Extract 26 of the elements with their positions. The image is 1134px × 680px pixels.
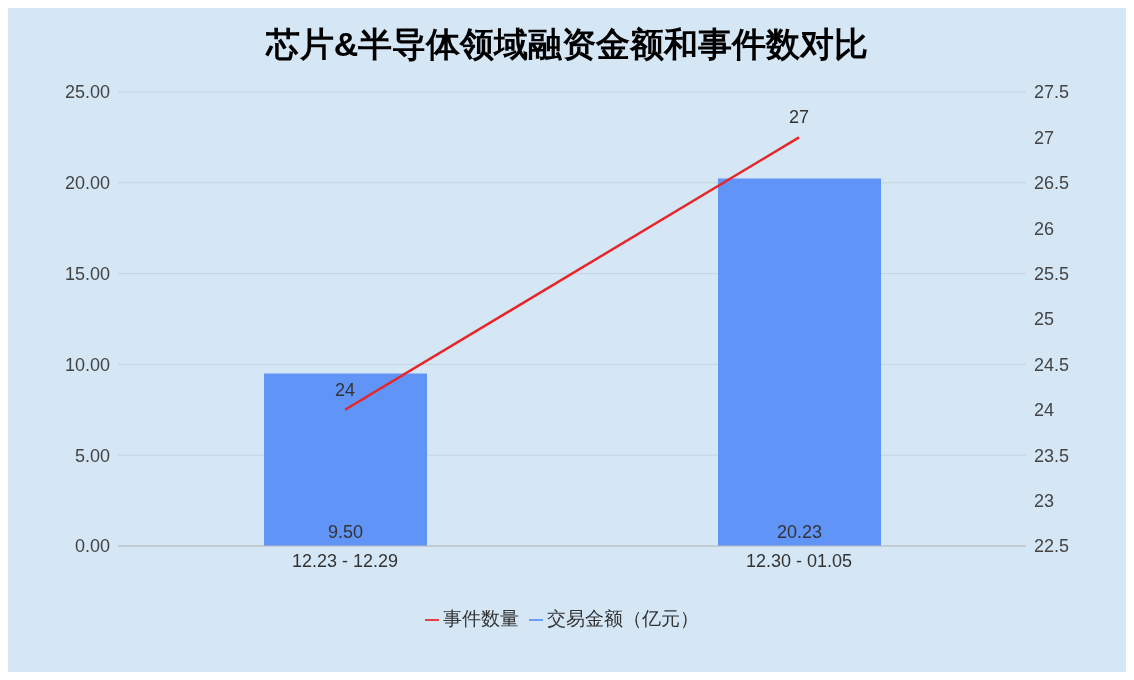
y2-tick-label: 24.5 [1034,354,1070,375]
data-label: 20.23 [776,522,823,542]
y-tick-label: 5.00 [74,445,110,466]
x-tick-label: 12.23 - 12.29 [291,550,399,571]
data-label: 9.50 [327,522,364,542]
y-tick-label: 25.00 [64,82,110,103]
y2-tick-label: 23.5 [1034,445,1070,466]
y-tick-label: 20.00 [64,173,110,194]
y2-tick-label: 24 [1034,400,1055,421]
y-tick-label: 0.00 [74,536,110,557]
y-tick-label: 10.00 [64,354,110,375]
data-label: 27 [788,107,810,128]
chart-title: 芯片&半导体领域融资金额和事件数对比 [264,24,870,65]
y2-tick-label: 26 [1034,218,1055,239]
legend-label: 交易金额（亿元） [547,608,699,629]
y2-tick-label: 25.5 [1034,263,1070,284]
legend-label: 事件数量 [443,608,519,629]
y2-tick-label: 27.5 [1034,82,1070,103]
y2-tick-label: 25 [1034,309,1055,330]
y2-tick-label: 26.5 [1034,173,1070,194]
x-tick-label: 12.30 - 01.05 [745,550,853,571]
y2-tick-label: 23 [1034,490,1055,511]
data-label: 24 [334,379,356,400]
y2-tick-label: 22.5 [1034,536,1070,557]
y2-tick-label: 27 [1034,127,1055,148]
y-tick-label: 15.00 [64,263,110,284]
